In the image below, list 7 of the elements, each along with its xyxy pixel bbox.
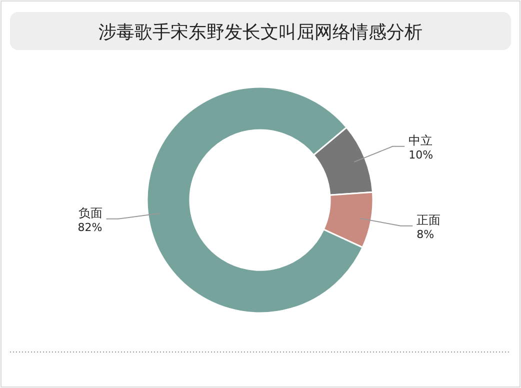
data-label: 82%	[78, 220, 102, 234]
chart-title: 涉毒歌手宋东野发长文叫屈网络情感分析	[98, 22, 422, 43]
slice-label: 负面	[78, 206, 102, 220]
slice-label: 中立	[408, 133, 433, 148]
slice-label: 正面	[416, 212, 441, 227]
data-label: 10%	[408, 148, 434, 162]
data-label: 8%	[416, 228, 434, 241]
